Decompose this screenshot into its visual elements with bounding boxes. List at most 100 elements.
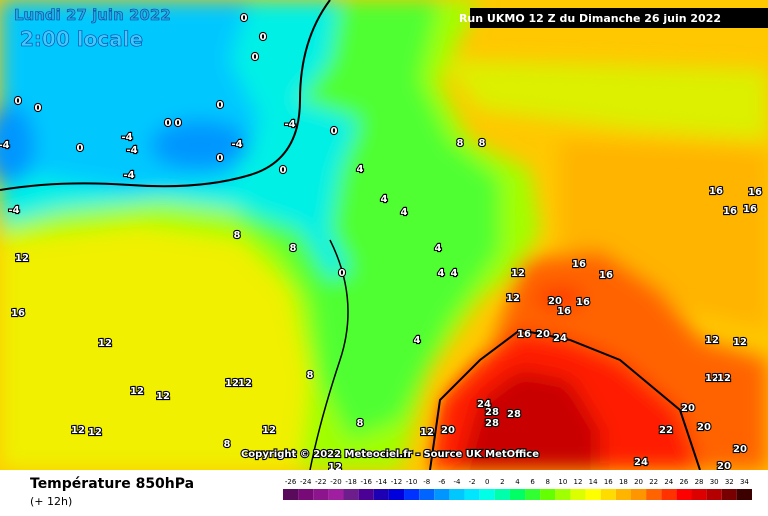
scale-label: 4	[515, 478, 520, 486]
contour-label: -4	[123, 170, 134, 181]
scale-swatch	[706, 489, 722, 500]
scale-swatch	[721, 489, 737, 500]
scale-label: 26	[679, 478, 688, 486]
scale-swatch	[298, 489, 314, 500]
scale-label: -14	[376, 478, 388, 486]
scale-swatch	[388, 489, 405, 500]
contour-label: 12	[262, 425, 276, 436]
run-box	[470, 8, 768, 28]
scale-swatch	[555, 489, 571, 500]
contour-label: 12	[15, 253, 29, 264]
contour-label: 24	[634, 457, 648, 468]
contour-label: 12	[506, 293, 520, 304]
contour-label: 0	[165, 118, 172, 129]
scale-label: -16	[360, 478, 372, 486]
contour-label: 20	[536, 329, 550, 340]
scale-swatch	[525, 489, 541, 500]
contour-label: 20	[548, 296, 562, 307]
contour-label: -4	[8, 205, 19, 216]
contour-label: 0	[331, 126, 338, 137]
contour-labels: 00000000-4-4-4-4-4-4-4000048844444880121…	[0, 12, 763, 474]
scale-swatch	[343, 489, 359, 500]
scale-label: -22	[315, 478, 326, 486]
scale-label: 34	[740, 478, 749, 486]
contour-label: 4	[401, 207, 408, 218]
scale-label: 10	[558, 478, 567, 486]
scale-swatch	[313, 489, 329, 500]
contour-label: 0	[260, 32, 267, 43]
scale-swatch	[661, 489, 677, 500]
contour-label: 4	[414, 335, 421, 346]
contour-label: 8	[357, 418, 364, 429]
contour-label: -4	[0, 140, 10, 151]
lead-time: (+ 12h)	[30, 495, 72, 508]
scale-swatch	[585, 489, 601, 500]
contour-label: 20	[441, 425, 455, 436]
contour-label: 12	[420, 427, 434, 438]
contour-label: 24	[553, 333, 567, 344]
contour-label: 28	[507, 409, 521, 420]
contour-label: 8	[457, 138, 464, 149]
scale-label: -24	[300, 478, 312, 486]
contour-label: 12	[717, 373, 731, 384]
scale-label: 18	[619, 478, 628, 486]
contour-label: 4	[438, 268, 445, 279]
scale-label: -2	[469, 478, 476, 486]
scale-label: -26	[285, 478, 297, 486]
contour-label: 4	[451, 268, 458, 279]
contour-label: 16	[723, 206, 737, 217]
contour-label: 8	[479, 138, 486, 149]
contour-label: -4	[121, 132, 132, 143]
scale-swatch	[419, 489, 435, 500]
scale-label: 16	[604, 478, 613, 486]
contour-label: 0	[241, 13, 248, 24]
contour-label: -4	[126, 145, 137, 156]
color-scale: -26 -24 -22 -20 -18 -16 -14 -12 -10 -8 -6 -4 -2 0 2 4 6 8…	[283, 478, 752, 500]
contour-label: 16	[743, 204, 757, 215]
scale-swatch	[509, 489, 526, 500]
scale-swatch	[479, 489, 495, 500]
legend-title: Température 850hPa	[30, 476, 194, 492]
scale-label: -4	[453, 478, 461, 486]
scale-label: 0	[485, 478, 489, 486]
scale-label: -10	[406, 478, 417, 486]
contour-label: 12	[705, 335, 719, 346]
contour-label: 12	[71, 425, 85, 436]
scale-swatch	[358, 489, 374, 500]
scale-label: -6	[438, 478, 446, 486]
contour-label: 4	[435, 243, 442, 254]
contour-label: 16	[572, 259, 586, 270]
contour-label: 16	[576, 297, 590, 308]
contour-label: 0	[175, 118, 182, 129]
contour-label: 24	[477, 399, 491, 410]
contour-label: -4	[284, 119, 295, 130]
scale-label: -8	[423, 478, 430, 486]
scale-label: 12	[574, 478, 583, 486]
scale-label: 20	[634, 478, 643, 486]
contour-label: 20	[733, 444, 747, 455]
scale-swatch	[494, 489, 510, 500]
scale-label: 2	[500, 478, 504, 486]
contour-label: -4	[231, 139, 242, 150]
contour-label: 0	[15, 96, 22, 107]
contour-label: 12	[156, 391, 170, 402]
scale-swatch	[540, 489, 556, 500]
scale-swatch	[600, 489, 616, 500]
date: Lundi 27 juin 2022	[14, 6, 171, 24]
contour-label: 16	[11, 308, 25, 319]
contour-label: 16	[748, 187, 762, 198]
scale-swatch	[328, 489, 344, 500]
contour-label: 16	[709, 186, 723, 197]
scale-swatch	[570, 489, 586, 500]
scale-swatch	[464, 489, 480, 500]
contour-label: 20	[697, 422, 711, 433]
contour-label: 28	[485, 418, 499, 429]
contour-label: 8	[224, 439, 231, 450]
local-time: 2:00 locale	[20, 27, 143, 51]
contour-label: 16	[599, 270, 613, 281]
contour-label: 12	[705, 373, 719, 384]
scale-swatch	[630, 489, 647, 500]
contour-label: 12	[130, 386, 144, 397]
scale-swatch	[449, 489, 465, 500]
